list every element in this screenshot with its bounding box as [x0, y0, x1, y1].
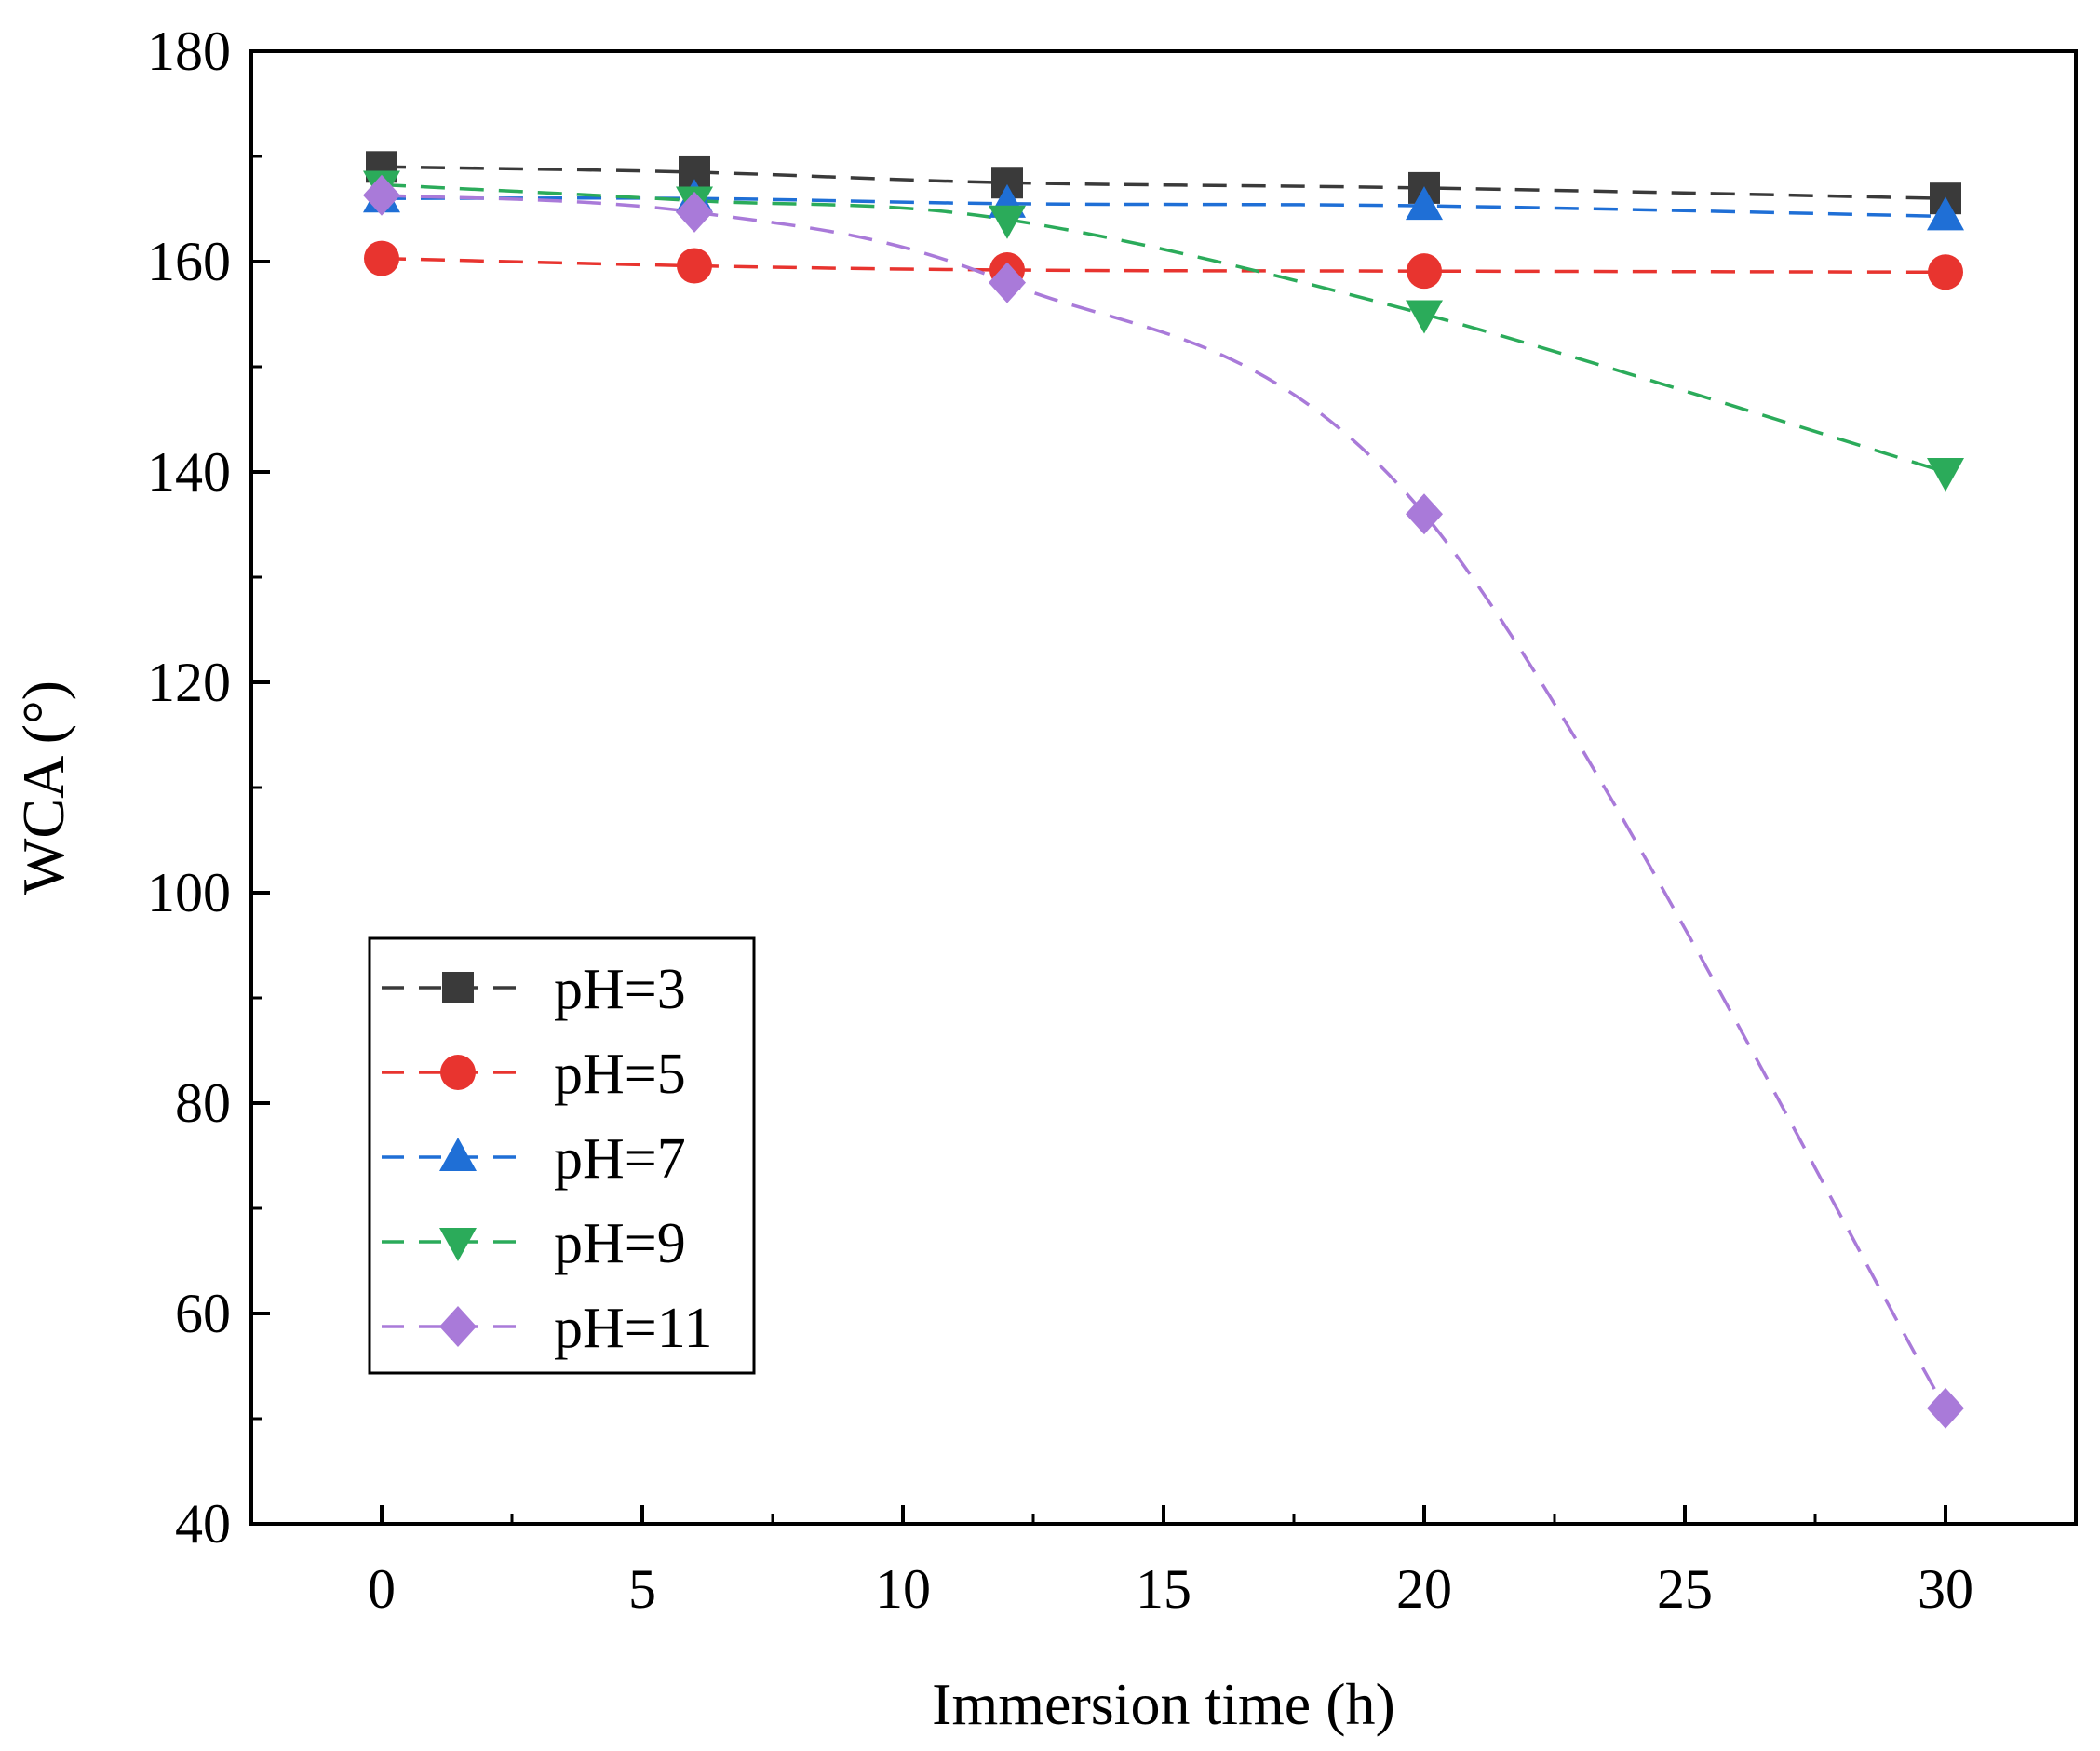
- data-point: [364, 240, 399, 276]
- data-point: [363, 174, 400, 216]
- data-point: [1406, 300, 1443, 334]
- x-tick-label: 5: [628, 1558, 656, 1620]
- data-point: [989, 262, 1026, 303]
- data-point: [1927, 458, 1964, 492]
- y-tick-label: 60: [175, 1283, 231, 1344]
- data-point: [1928, 254, 1963, 290]
- x-tick-label: 0: [368, 1558, 396, 1620]
- legend-label: pH=7: [554, 1127, 686, 1191]
- series-line: [381, 256, 1946, 275]
- series-line: [381, 182, 1946, 474]
- x-tick-label: 30: [1918, 1558, 1973, 1620]
- data-point: [677, 248, 712, 284]
- legend-marker: [440, 1055, 476, 1090]
- data-point: [1406, 493, 1443, 535]
- data-point: [989, 205, 1026, 239]
- plot-marks: [363, 151, 1964, 1429]
- legend-marker: [439, 1306, 477, 1347]
- y-tick-label: 120: [147, 652, 231, 713]
- data-point: [1407, 253, 1442, 290]
- data-point: [676, 191, 713, 233]
- x-tick-label: 10: [875, 1558, 931, 1620]
- y-tick-label: 160: [147, 231, 231, 292]
- y-tick-label: 100: [147, 862, 231, 923]
- series-line: [381, 196, 1946, 219]
- data-point: [1406, 186, 1443, 221]
- legend-marker: [439, 1228, 477, 1261]
- series-line: [381, 194, 1947, 1409]
- x-tick-label: 20: [1396, 1558, 1452, 1620]
- legend-marker: [439, 1138, 477, 1171]
- legend: pH=3 pH=5 pH=7 pH=9 pH=11: [368, 936, 756, 1375]
- data-point: [1927, 196, 1964, 231]
- data-point: [1927, 1387, 1964, 1429]
- legend-label: pH=9: [554, 1212, 686, 1275]
- y-tick-label: 80: [175, 1072, 231, 1134]
- legend-label: pH=3: [554, 958, 686, 1021]
- legend-label: pH=11: [554, 1297, 712, 1360]
- axes: 40 60 80 100 120 140 160 180 0 5 10 15 20 25 30: [147, 20, 1973, 1620]
- y-tick-label: 180: [147, 20, 231, 82]
- y-tick-label: 140: [147, 441, 231, 503]
- x-tick-label: 15: [1136, 1558, 1191, 1620]
- x-axis-title: Immersion time (h): [932, 1671, 1395, 1737]
- y-axis-title: WCA (°): [10, 680, 76, 895]
- legend-label: pH=5: [554, 1043, 686, 1106]
- legend-marker: [442, 972, 474, 1003]
- y-tick-label: 40: [175, 1493, 231, 1555]
- x-tick-label: 25: [1657, 1558, 1713, 1620]
- series-line: [381, 165, 1946, 200]
